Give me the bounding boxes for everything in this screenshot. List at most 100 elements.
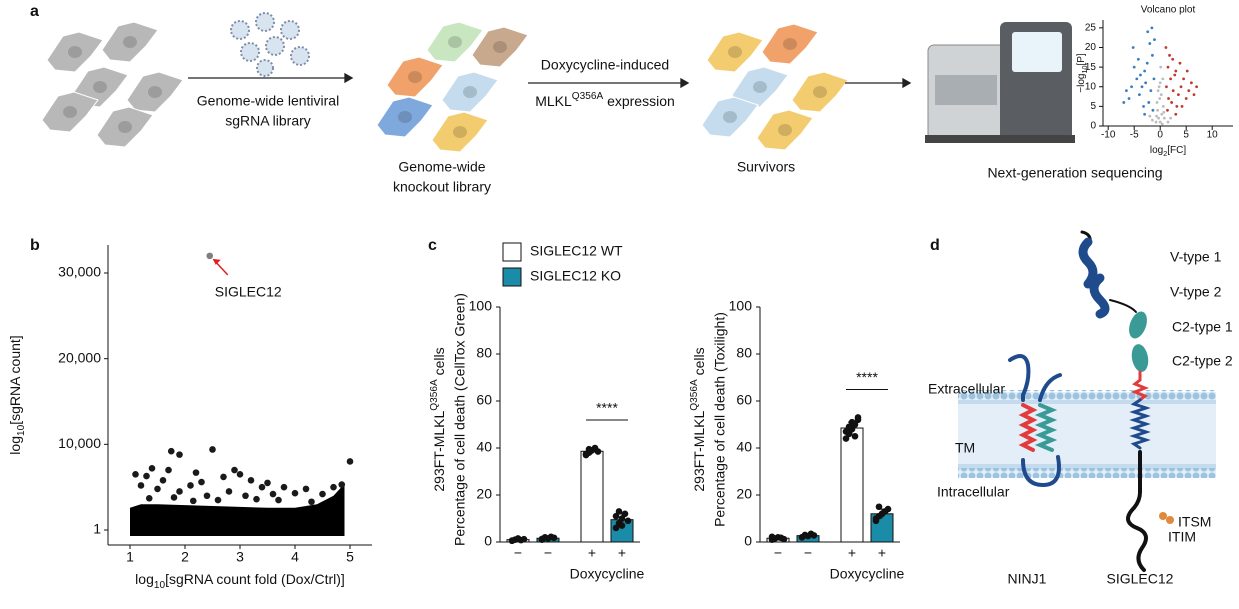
point: [1157, 85, 1161, 89]
point: [1152, 77, 1156, 81]
library-label: knockout library: [393, 179, 491, 195]
point: [1161, 77, 1165, 81]
point: [1148, 42, 1152, 45]
legend-label: SIGLEC12 WT: [530, 243, 623, 259]
point: [203, 492, 211, 500]
shape: [96, 106, 154, 148]
point: [247, 477, 255, 484]
point: [1178, 61, 1182, 65]
point: [1158, 120, 1162, 124]
shape: [1038, 373, 1062, 402]
text-part: Q356A: [689, 379, 700, 411]
point: [1148, 114, 1152, 118]
shape: [701, 96, 759, 138]
point: [225, 488, 233, 495]
shape: [126, 71, 184, 113]
y-tick-label: 20,000: [58, 349, 101, 365]
shape: [1131, 344, 1149, 372]
y-tick-label: 20: [736, 486, 752, 502]
annotation-label: SIGLEC12: [215, 284, 282, 300]
replicate-point: [842, 435, 850, 442]
point: [1135, 77, 1139, 81]
replicate-point: [582, 450, 590, 458]
replicate-point: [848, 418, 856, 426]
replicate-point: [810, 532, 818, 539]
chart-title: Volcano plot: [1141, 5, 1196, 16]
point: [1169, 77, 1172, 81]
point: [264, 479, 271, 487]
y-tick-label: 60: [476, 392, 492, 408]
replicate-point: [618, 522, 626, 529]
step-label: Doxycycline-induced: [541, 57, 669, 73]
shape: [958, 468, 1216, 478]
replicate-point: [612, 524, 620, 532]
point: [1130, 85, 1133, 89]
cell-cluster-survivors: [701, 23, 849, 151]
bar: [580, 450, 604, 543]
point: [280, 483, 288, 491]
replicate-point: [612, 512, 620, 520]
point: [1195, 85, 1198, 89]
point: [1162, 116, 1166, 120]
text-part: expression: [603, 93, 675, 109]
shape: [41, 91, 99, 133]
shape: [1126, 450, 1148, 572]
shape: [958, 392, 1216, 476]
x-tick-label: 1: [126, 549, 134, 565]
point: [1140, 85, 1144, 89]
region-label: Intracellular: [937, 484, 1010, 500]
text-part: log: [135, 571, 154, 587]
point: [1149, 89, 1153, 93]
point: [253, 495, 260, 503]
text-part: Q356A: [572, 91, 604, 102]
y-tick-label: 40: [736, 439, 752, 455]
shape: [1130, 370, 1150, 402]
shape: [256, 59, 274, 77]
protein-label: SIGLEC12: [1107, 571, 1174, 587]
membrane: [958, 390, 1216, 478]
y-axis-label: log10[sgRNA count]: [7, 335, 27, 454]
point: [1143, 69, 1146, 73]
x-tick-label: 5: [346, 549, 354, 565]
shape: [255, 12, 275, 32]
x-tick-label: 0: [1157, 130, 1163, 141]
point: [1180, 104, 1184, 108]
point: [319, 490, 326, 498]
replicate-point: [842, 428, 850, 435]
point: [1156, 108, 1159, 112]
point: [1165, 85, 1168, 89]
point: [1164, 46, 1168, 49]
shape: [1012, 32, 1062, 72]
panel-label: a: [30, 3, 39, 20]
text-part: 10: [154, 580, 166, 591]
y-tick-label: 40: [476, 439, 492, 455]
domain-label: C2-type 1: [1172, 319, 1233, 335]
x-tick-label: 10: [1207, 130, 1219, 141]
legend-label: SIGLEC12 KO: [530, 268, 621, 284]
y-tick-label: 10: [1085, 81, 1097, 92]
shape: [935, 75, 997, 105]
sequencer: [925, 22, 1075, 143]
cell-cluster-ko: [376, 21, 529, 153]
cell-cluster-grey: [41, 21, 184, 148]
point: [206, 252, 214, 260]
text-part: [sgRNA count]: [7, 335, 23, 425]
shape: [902, 77, 912, 89]
shape: [1018, 403, 1038, 452]
y-tick-label: 0: [484, 533, 492, 549]
x-tick-label: 3: [236, 549, 244, 565]
point: [1160, 122, 1164, 126]
point: [1171, 57, 1175, 61]
y-tick-label: 20: [476, 486, 492, 502]
y-tick-label: 20: [1085, 42, 1097, 53]
point: [1154, 120, 1158, 124]
point: [189, 497, 197, 505]
point: [1190, 81, 1193, 85]
panel-label: b: [30, 237, 40, 254]
shape: [1021, 455, 1061, 488]
panel-label: d: [930, 237, 940, 254]
domain-label: V-type 1: [1170, 249, 1222, 265]
text-part: 293FT-MLKL: [431, 410, 447, 491]
ninj1: [1008, 354, 1062, 488]
library-label: Genome-wide: [398, 159, 485, 175]
